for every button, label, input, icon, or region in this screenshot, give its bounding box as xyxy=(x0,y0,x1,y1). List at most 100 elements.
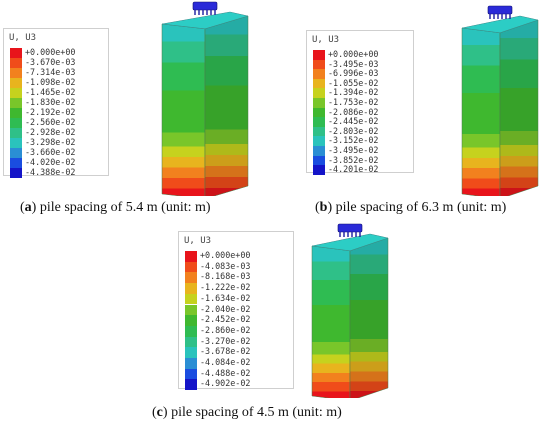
legend-swatch xyxy=(10,168,22,178)
legend-value: -4.020e-02 xyxy=(25,157,76,167)
legend-value: -4.902e-02 xyxy=(200,378,251,389)
panel-b: U, U3 +0.000e+00 -3.495e-03 -6.996e-03 -1.0… xyxy=(306,5,539,215)
legend-b: U, U3 +0.000e+00 -3.495e-03 -6.996e-03 -1.0… xyxy=(306,30,414,175)
legend-value: -3.152e-02 xyxy=(328,135,379,146)
legend-value: -1.055e-02 xyxy=(328,77,379,88)
legend-swatch xyxy=(185,261,197,273)
caption-letter: b xyxy=(319,200,328,215)
legend-value: +0.000e+00 xyxy=(328,49,379,59)
legend-swatch xyxy=(10,68,22,78)
legend-swatch xyxy=(313,165,325,175)
caption-text: pile spacing of 4.5 m (unit: m) xyxy=(171,405,342,420)
legend-value: -1.394e-02 xyxy=(328,87,379,98)
legend-value: -2.560e-02 xyxy=(25,117,76,127)
legend-value: -4.083e-03 xyxy=(200,260,251,271)
legend-value: +0.000e+00 xyxy=(25,47,76,57)
legend-title: U, U3 xyxy=(9,33,37,43)
caption-text: pile spacing of 5.4 m (unit: m) xyxy=(39,200,211,215)
legend-value: -2.928e-02 xyxy=(25,127,76,137)
legend-swatch xyxy=(313,88,325,98)
caption-text: pile spacing of 6.3 m (unit: m) xyxy=(335,200,507,215)
legend-swatch xyxy=(10,118,22,128)
legend-swatch xyxy=(10,138,22,148)
legend-value: -7.314e-03 xyxy=(25,67,76,77)
legend-value: -4.084e-02 xyxy=(200,357,251,367)
legend-swatch xyxy=(10,98,22,108)
caption-letter: c xyxy=(156,405,163,420)
pile-front-face xyxy=(311,245,351,398)
pile-top-face xyxy=(161,11,249,30)
legend-swatch xyxy=(313,98,325,108)
legend-value: -2.860e-02 xyxy=(200,324,251,335)
legend-swatch xyxy=(10,148,22,158)
legend-swatch xyxy=(185,347,197,358)
legend-value: -1.222e-02 xyxy=(200,282,251,293)
legend-value: -8.168e-03 xyxy=(200,271,251,282)
legend-swatch xyxy=(185,336,197,348)
legend-value: -3.298e-02 xyxy=(25,137,76,147)
legend-swatch xyxy=(313,59,325,70)
legend-value: -2.040e-02 xyxy=(200,303,251,314)
legend-value: -1.098e-02 xyxy=(25,77,76,87)
legend-a: U, U3 +0.000e+00 -3.670e-03 -7.314e-03 -1.0… xyxy=(3,28,109,178)
legend-swatch xyxy=(313,146,325,156)
legend-swatch xyxy=(10,48,22,58)
legend-swatch xyxy=(185,358,197,369)
legend-value: -4.488e-02 xyxy=(200,367,251,378)
legend-value: -1.634e-02 xyxy=(200,292,251,303)
legend-value: -3.270e-02 xyxy=(200,335,251,346)
legend-swatch xyxy=(10,128,22,138)
legend-swatch xyxy=(185,272,197,284)
caption-b: (b) pile spacing of 6.3 m (unit: m) xyxy=(315,200,507,215)
legend-swatch xyxy=(10,58,22,68)
legend-value: -3.852e-02 xyxy=(328,154,379,165)
pile-model-b xyxy=(461,5,539,196)
pile-top-face xyxy=(461,15,539,34)
legend-swatch xyxy=(185,368,197,380)
legend-value: -3.660e-02 xyxy=(25,147,76,157)
legend-value: -3.670e-03 xyxy=(25,57,76,67)
legend-value: -1.830e-02 xyxy=(25,97,76,107)
legend-value: -1.753e-02 xyxy=(328,97,379,107)
pile-model-a xyxy=(161,1,249,196)
legend-value: -2.192e-02 xyxy=(25,107,76,117)
legend-value: -2.445e-02 xyxy=(328,116,379,127)
legend-swatch xyxy=(313,117,325,127)
legend-value: -6.996e-03 xyxy=(328,68,379,79)
legend-value: -2.803e-02 xyxy=(328,125,379,136)
pile-model-c xyxy=(311,223,389,398)
caption-a: (a) pile spacing of 5.4 m (unit: m) xyxy=(20,200,211,215)
load-cap xyxy=(337,223,363,233)
legend-swatch xyxy=(10,78,22,88)
legend-swatch xyxy=(313,69,325,79)
legend-swatch xyxy=(185,315,197,326)
legend-swatch xyxy=(185,325,197,337)
legend-value: +0.000e+00 xyxy=(200,250,251,260)
legend-swatch xyxy=(10,158,22,168)
legend-title: U, U3 xyxy=(312,35,340,45)
legend-swatch xyxy=(10,108,22,118)
legend-value: -1.465e-02 xyxy=(25,87,76,97)
legend-swatch xyxy=(185,283,197,294)
legend-value: -3.495e-02 xyxy=(328,145,379,155)
pile-side-face xyxy=(349,237,389,398)
load-cap xyxy=(487,5,513,15)
legend-swatch xyxy=(313,78,325,89)
legend-title: U, U3 xyxy=(184,236,212,246)
legend-swatch xyxy=(313,136,325,146)
legend-swatch xyxy=(185,304,197,316)
legend-swatch xyxy=(185,251,197,262)
load-cap xyxy=(192,1,218,11)
legend-c: U, U3 +0.000e+00 -4.083e-03 -8.168e-03 -1.2… xyxy=(178,231,294,391)
legend-value: -4.388e-02 xyxy=(25,167,76,177)
legend-value: -3.495e-03 xyxy=(328,58,379,69)
legend-swatch xyxy=(313,107,325,118)
caption-letter: a xyxy=(24,200,32,215)
legend-swatch xyxy=(313,126,325,137)
legend-value: -2.452e-02 xyxy=(200,314,251,325)
legend-swatch xyxy=(313,50,325,60)
legend-value: -2.086e-02 xyxy=(328,106,379,117)
legend-swatch xyxy=(10,88,22,98)
